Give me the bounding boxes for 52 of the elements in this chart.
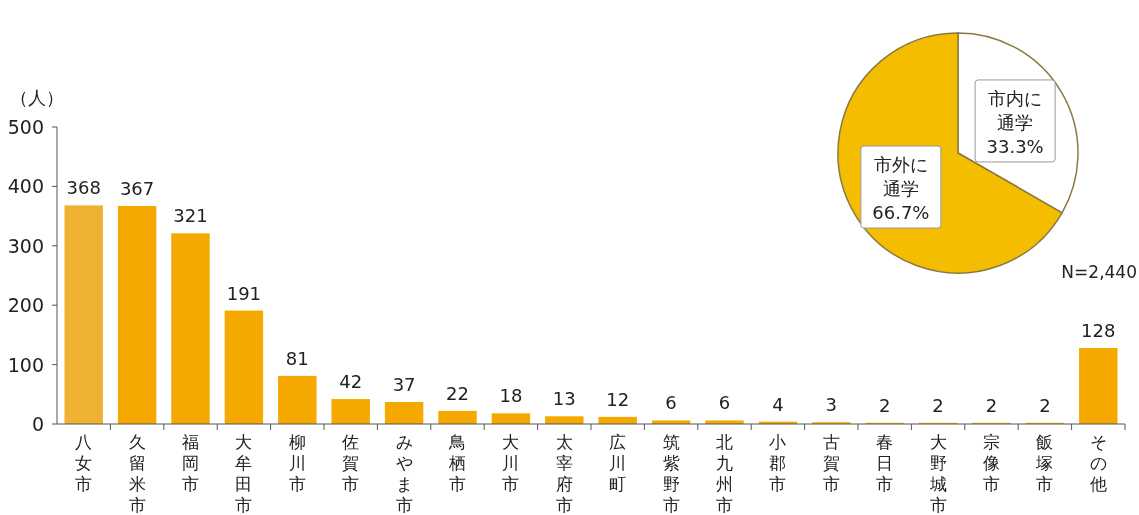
x-tick-label: 佐賀市 bbox=[342, 432, 360, 494]
x-tick-label: 大牟田市 bbox=[235, 432, 253, 515]
data-label: 66.7% bbox=[872, 202, 930, 224]
y-tick-label: 300 bbox=[7, 234, 44, 257]
x-tick-label: 春日市 bbox=[876, 432, 894, 494]
data-label: 191 bbox=[226, 282, 262, 304]
data-label: 367 bbox=[119, 178, 155, 199]
x-tick-label: 福岡市 bbox=[182, 432, 199, 494]
data-label: 368 bbox=[66, 177, 101, 199]
x-tick-label: 鳥栖市 bbox=[448, 432, 466, 494]
data-label: 4 bbox=[772, 393, 784, 415]
x-tick-label: 古賀市 bbox=[822, 432, 840, 494]
data-label: 12 bbox=[606, 388, 630, 410]
data-label: 321 bbox=[173, 205, 208, 227]
x-tick-label: みやま市 bbox=[395, 432, 413, 515]
data-label: 22 bbox=[446, 382, 469, 404]
data-label: 18 bbox=[499, 385, 523, 407]
x-tick-label: 北九州市 bbox=[716, 432, 733, 515]
y-tick-label: 400 bbox=[7, 175, 44, 198]
x-tick-label: 八女市 bbox=[75, 432, 93, 494]
x-tick-label: 大川市 bbox=[502, 432, 520, 494]
data-label: 2 bbox=[932, 394, 944, 416]
x-tick-label: 宗像市 bbox=[983, 432, 1000, 494]
data-label: 2 bbox=[985, 394, 998, 416]
data-label: 13 bbox=[552, 388, 576, 410]
y-tick-label: 100 bbox=[7, 353, 44, 376]
x-tick-label: 柳川市 bbox=[288, 432, 306, 494]
x-tick-label: その他 bbox=[1089, 432, 1107, 494]
data-label: 2 bbox=[878, 394, 891, 416]
y-tick-label: 0 bbox=[31, 413, 44, 435]
data-label: 128 bbox=[1081, 319, 1116, 341]
x-tick-label: 小郡市 bbox=[769, 432, 787, 494]
x-tick-label: 大野城市 bbox=[928, 432, 947, 515]
annotation: N=2,440 bbox=[1061, 262, 1137, 282]
x-tick-label: 広川町 bbox=[609, 432, 627, 494]
y-axis-title: （人） bbox=[10, 87, 64, 108]
x-tick-label: 太宰府市 bbox=[555, 432, 573, 515]
data-label: 42 bbox=[339, 371, 363, 393]
data-label: 33.3% bbox=[986, 135, 1044, 157]
x-tick-label: 筑紫野市 bbox=[662, 432, 680, 515]
data-label: 37 bbox=[392, 374, 416, 396]
y-tick-label: 200 bbox=[7, 294, 44, 317]
slice-label: 市内に通学 bbox=[988, 87, 1043, 133]
data-label: 81 bbox=[285, 347, 309, 369]
x-tick-label: 飯塚市 bbox=[1035, 432, 1054, 494]
data-label: 3 bbox=[825, 394, 838, 416]
x-tick-label: 久留米市 bbox=[128, 432, 146, 515]
slice-label: 市外に通学 bbox=[873, 154, 928, 200]
data-label: 2 bbox=[1039, 394, 1051, 416]
data-label: 6 bbox=[665, 392, 677, 414]
y-tick-label: 500 bbox=[7, 116, 44, 138]
data-label: 6 bbox=[718, 392, 731, 414]
